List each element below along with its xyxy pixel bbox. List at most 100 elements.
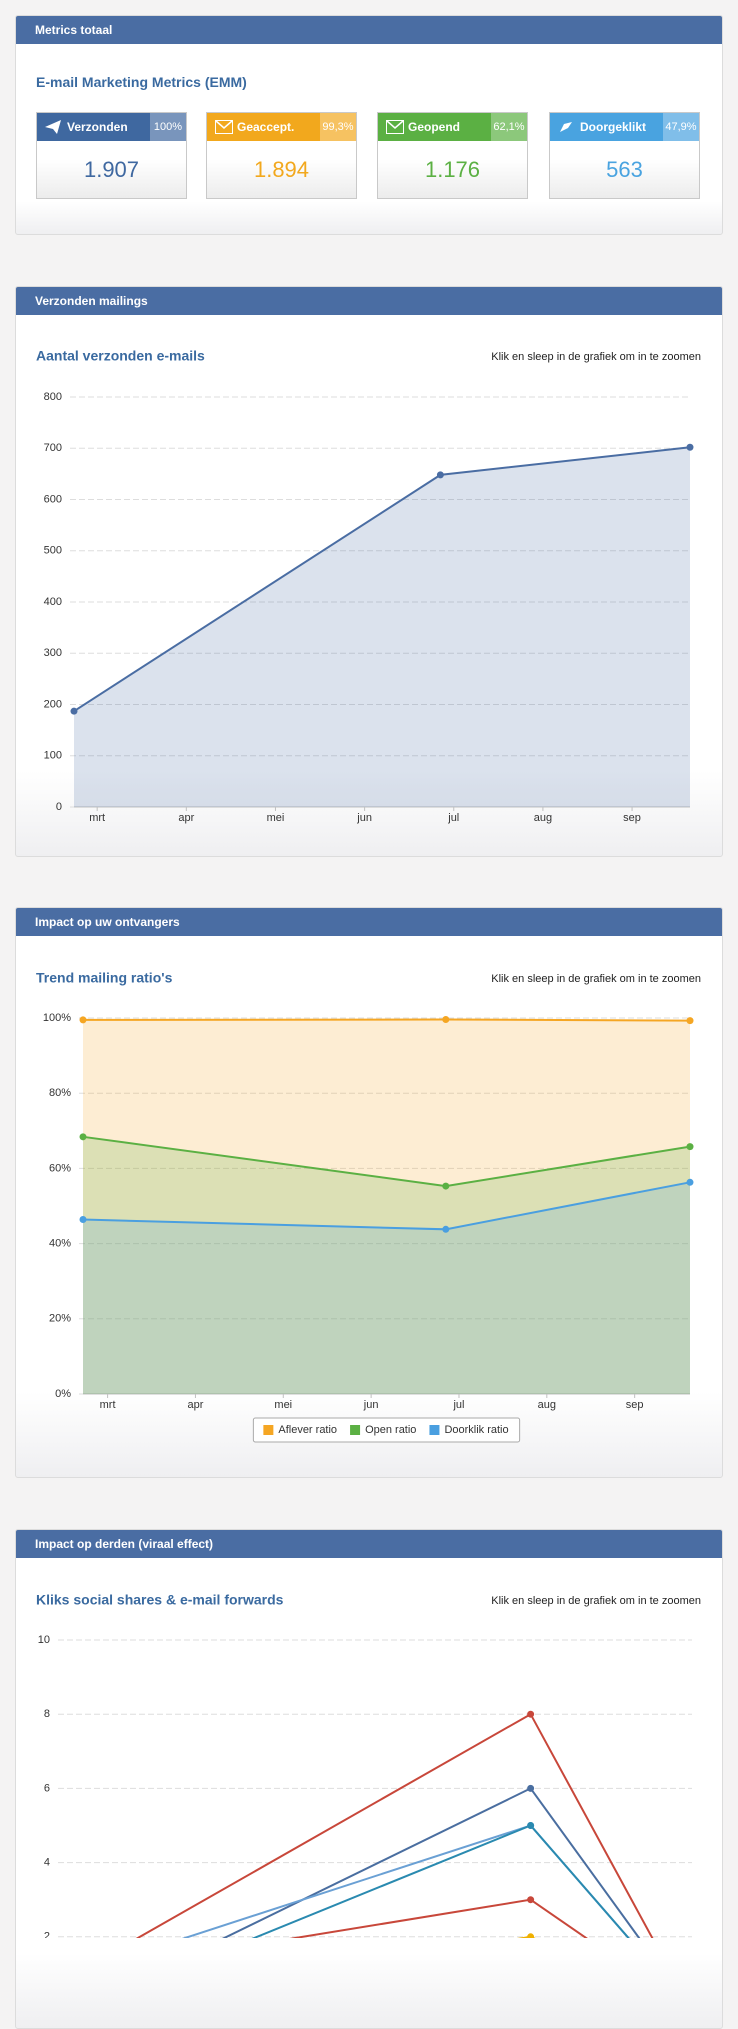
zoom-hint: Klik en sleep in de grafiek om in te zoo… — [491, 1595, 701, 1607]
x-tick-label: mrt — [89, 812, 105, 824]
point — [79, 1133, 87, 1141]
legend-swatch[interactable] — [350, 1425, 361, 1435]
card-header: Doorgeklikt 47,9% — [550, 113, 699, 141]
area — [74, 447, 690, 807]
card-label: Geopend — [408, 120, 461, 134]
icon — [45, 120, 61, 134]
y-tick-label: 8 — [44, 1708, 50, 1720]
card-value: 1.907 — [83, 157, 140, 182]
point — [686, 1017, 694, 1025]
card-percent: 99,3% — [320, 113, 356, 141]
y-tick-label: 2 — [44, 1931, 50, 1938]
panel: Verzonden mailings — [15, 286, 723, 857]
x-tick-label: jul — [447, 812, 459, 824]
line — [221, 1787, 641, 1938]
legend-label[interactable]: Open ratio — [365, 1424, 416, 1436]
card-value: 1.176 — [424, 157, 481, 182]
y-tick-label: 300 — [44, 647, 62, 659]
zoom-hint: Klik en sleep in de grafiek om in te zoo… — [491, 351, 701, 363]
page: Metrics totaal Verzonden mailings Impact… — [15, 15, 723, 2029]
x-tick-label: jun — [363, 1399, 379, 1411]
y-tick-label: 60% — [49, 1162, 71, 1174]
area — [83, 1019, 690, 1394]
point — [70, 707, 78, 715]
x-tick-label: mrt — [100, 1399, 116, 1411]
y-tick-label: 0% — [55, 1388, 71, 1400]
card-percent: 47,9% — [663, 113, 699, 141]
legend-box — [252, 1417, 521, 1443]
legend-swatch[interactable] — [429, 1425, 440, 1435]
x-tick-label: apr — [178, 812, 194, 824]
line — [82, 1018, 691, 1022]
x-tick-label: aug — [538, 1399, 556, 1411]
y-tick-label: 100% — [43, 1012, 71, 1024]
x-tick-label: jul — [452, 1399, 464, 1411]
y-tick-label: 800 — [44, 391, 62, 403]
x-tick-label: aug — [534, 812, 552, 824]
metrics-title: E-mail Marketing Metrics (EMM) — [36, 74, 247, 90]
y-tick-label: 400 — [44, 596, 62, 608]
point — [442, 1016, 450, 1024]
point — [527, 1933, 535, 1938]
legend-swatch[interactable] — [263, 1425, 274, 1435]
metric-card: Geopend 62,1% 1.176 — [377, 112, 528, 199]
point — [79, 1016, 87, 1024]
point — [436, 471, 444, 479]
panel-header: Impact op uw ontvangers — [16, 908, 722, 936]
card-header: Geopend 62,1% — [378, 113, 527, 141]
point — [686, 1178, 694, 1186]
charts: Aantal verzonden e-mails Klik en sleep in… — [36, 348, 701, 1938]
chart-title: Aantal verzonden e-mails — [36, 348, 205, 364]
point — [527, 1710, 535, 1718]
legend-label[interactable]: Aflever ratio — [278, 1424, 337, 1436]
x-tick-label: mei — [267, 812, 285, 824]
y-tick-label: 200 — [44, 698, 62, 710]
point — [442, 1182, 450, 1190]
zoom-hint: Klik en sleep in de grafiek om in te zoo… — [491, 973, 701, 985]
y-tick-label: 4 — [44, 1857, 50, 1869]
metric-card: Verzonden 100% 1.907 — [36, 112, 187, 199]
chart-title: Trend mailing ratio's — [36, 970, 173, 986]
point — [527, 1784, 535, 1792]
card-label: Geaccept. — [237, 120, 295, 134]
panel-header: Metrics totaal — [16, 16, 722, 44]
point — [686, 443, 694, 451]
y-tick-label: 600 — [44, 493, 62, 505]
point — [527, 1822, 535, 1829]
card-label: Verzonden — [67, 120, 128, 134]
panel-header: Verzonden mailings — [16, 287, 722, 315]
metric-card: Doorgeklikt 47,9% 563 — [549, 112, 700, 199]
chart-title: Kliks social shares & e-mail forwards — [36, 1592, 284, 1608]
area — [83, 1182, 690, 1394]
card-value: 1.894 — [253, 157, 310, 182]
point — [79, 1216, 87, 1224]
point — [442, 1225, 450, 1233]
icon — [560, 122, 572, 132]
y-tick-label: 100 — [44, 750, 62, 762]
x-tick-label: apr — [187, 1399, 203, 1411]
y-tick-label: 6 — [44, 1782, 50, 1794]
y-tick-label: 700 — [44, 442, 62, 454]
icon — [215, 120, 233, 134]
area — [83, 1136, 690, 1394]
panel: Impact op uw ontvangers — [15, 907, 723, 1478]
y-tick-label: 0 — [56, 801, 62, 813]
y-tick-label: 20% — [49, 1313, 71, 1325]
card-header: Geaccept. 99,3% — [207, 113, 356, 141]
legend-label[interactable]: Doorklik ratio — [444, 1424, 508, 1436]
y-tick-label: 80% — [49, 1087, 71, 1099]
card-percent: 100% — [150, 113, 186, 141]
panel-header: Impact op derden (viraal effect) — [16, 1530, 722, 1558]
y-tick-label: 10 — [38, 1634, 50, 1646]
point — [527, 1896, 535, 1904]
card-value: 563 — [606, 157, 643, 182]
card-label: Doorgeklikt — [580, 120, 647, 134]
x-tick-label: sep — [626, 1399, 644, 1411]
x-tick-label: sep — [623, 812, 641, 824]
x-tick-label: jun — [356, 812, 372, 824]
y-tick-label: 40% — [49, 1238, 71, 1250]
x-tick-label: mei — [274, 1399, 292, 1411]
icon — [386, 120, 404, 134]
metric-card: Geaccept. 99,3% 1.894 — [206, 112, 357, 199]
y-tick-label: 500 — [44, 545, 62, 557]
